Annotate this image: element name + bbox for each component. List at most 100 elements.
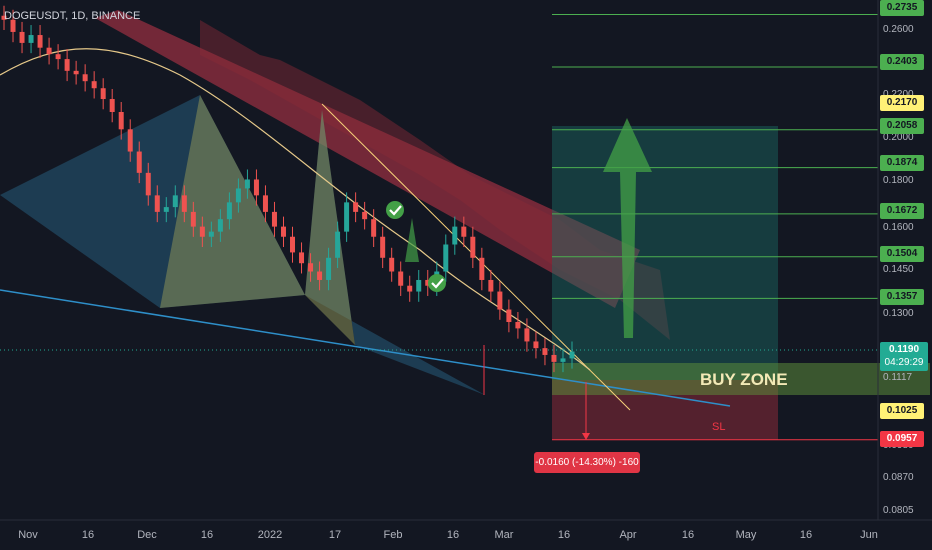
candle-body <box>37 35 43 48</box>
candle-body <box>524 328 530 342</box>
check-icon-2 <box>428 274 446 292</box>
candle-body <box>344 202 350 232</box>
candle-body <box>109 99 115 112</box>
price-tick: 0.1600 <box>883 222 914 233</box>
candle-body <box>551 354 557 362</box>
symbol-label[interactable]: DOGEUSDT, 1D, BINANCE <box>4 10 141 22</box>
date-tick: Jun <box>860 529 878 541</box>
candle-body <box>443 244 449 272</box>
candle-body <box>497 291 503 310</box>
date-tick: Dec <box>137 529 157 541</box>
candle-body <box>181 195 187 212</box>
date-tick: 16 <box>681 529 695 541</box>
candle-body <box>280 226 286 237</box>
date-tick: 16 <box>200 529 214 541</box>
candle-body <box>416 279 422 292</box>
candle-body <box>226 202 232 220</box>
pattern-yellow <box>160 95 305 308</box>
candle-body <box>380 236 386 258</box>
candle-body <box>235 188 241 203</box>
candle-body <box>172 195 178 208</box>
date-tick: May <box>735 529 757 541</box>
price-tick: 0.1800 <box>883 175 914 186</box>
candle-body <box>28 35 34 43</box>
price-tick: 0.2200 <box>883 89 914 100</box>
countdown-timer: 04:29:29 <box>884 357 924 368</box>
candle-body <box>82 74 88 82</box>
current-price-tag[interactable]: 0.1190 04:29:29 <box>880 342 928 371</box>
level-tag[interactable]: 0.2058 <box>880 118 924 134</box>
current-price-value: 0.1190 <box>888 344 920 355</box>
candle-body <box>425 279 431 286</box>
candle-body <box>163 207 169 212</box>
level-tag[interactable]: 0.1874 <box>880 155 924 171</box>
candle-body <box>127 129 133 152</box>
level-tag[interactable]: 0.2403 <box>880 54 924 70</box>
candles <box>1 5 575 373</box>
check-icon-1 <box>386 201 404 219</box>
candle-body <box>308 263 314 272</box>
candle-body <box>244 179 250 189</box>
measure-label: -0.0160 (-14.30%) -160 <box>534 452 640 473</box>
price-tick: 0.2600 <box>883 24 914 35</box>
candle-body <box>362 211 368 220</box>
measure-arrowhead <box>582 433 590 440</box>
candle-body <box>136 151 142 173</box>
level-tag[interactable]: 0.2170 <box>880 95 924 111</box>
buy-zone-box <box>552 363 930 395</box>
candle-body <box>154 195 160 212</box>
price-tick: 0.1300 <box>883 308 914 319</box>
date-tick: Feb <box>383 529 403 541</box>
date-tick: 16 <box>446 529 460 541</box>
date-tick: 17 <box>328 529 342 541</box>
level-tag[interactable]: 0.1672 <box>880 203 924 219</box>
date-tick: 16 <box>557 529 571 541</box>
price-tick: 0.0805 <box>883 505 914 516</box>
candle-body <box>190 211 196 227</box>
candle-body <box>64 59 70 71</box>
level-tag[interactable]: 0.1025 <box>880 403 924 419</box>
candle-body <box>560 358 566 362</box>
candle-body <box>398 271 404 286</box>
level-tag[interactable]: 0.0957 <box>880 431 924 447</box>
stop-loss-label: SL <box>712 421 726 433</box>
candle-body <box>100 88 106 100</box>
candle-body <box>353 202 359 212</box>
candle-body <box>326 257 332 280</box>
candle-body <box>73 70 79 75</box>
candle-body <box>208 231 214 237</box>
descending-channel-band <box>95 10 640 308</box>
candle-body <box>506 309 512 323</box>
date-tick: 16 <box>81 529 95 541</box>
price-tick: 0.2000 <box>883 132 914 143</box>
date-tick: Apr <box>619 529 637 541</box>
candle-body <box>91 81 97 89</box>
level-tag[interactable]: 0.1357 <box>880 289 924 305</box>
level-tag[interactable]: 0.2735 <box>880 0 924 16</box>
level-tag[interactable]: 0.1504 <box>880 246 924 262</box>
candle-body <box>335 231 341 258</box>
price-tick: 0.1450 <box>883 264 914 275</box>
candle-body <box>19 31 25 43</box>
candle-body <box>10 19 16 32</box>
candle-body <box>317 271 323 280</box>
candle-body <box>145 172 151 196</box>
candle-body <box>389 257 395 272</box>
buy-zone-label: BUY ZONE <box>700 370 788 389</box>
candle-body <box>479 257 485 280</box>
candle-body <box>55 54 61 60</box>
resistance-trendline <box>321 103 631 411</box>
moving-average-line <box>0 48 591 371</box>
pattern-yellow-2 <box>305 110 355 345</box>
candle-body <box>299 252 305 264</box>
candle-body <box>262 195 268 212</box>
date-tick: 16 <box>799 529 813 541</box>
candle-body <box>407 285 413 292</box>
candle-body <box>488 279 494 292</box>
long-target-box <box>552 126 778 380</box>
support-trendline <box>0 289 731 407</box>
date-tick: 2022 <box>257 529 283 541</box>
cloud-area <box>200 20 670 340</box>
